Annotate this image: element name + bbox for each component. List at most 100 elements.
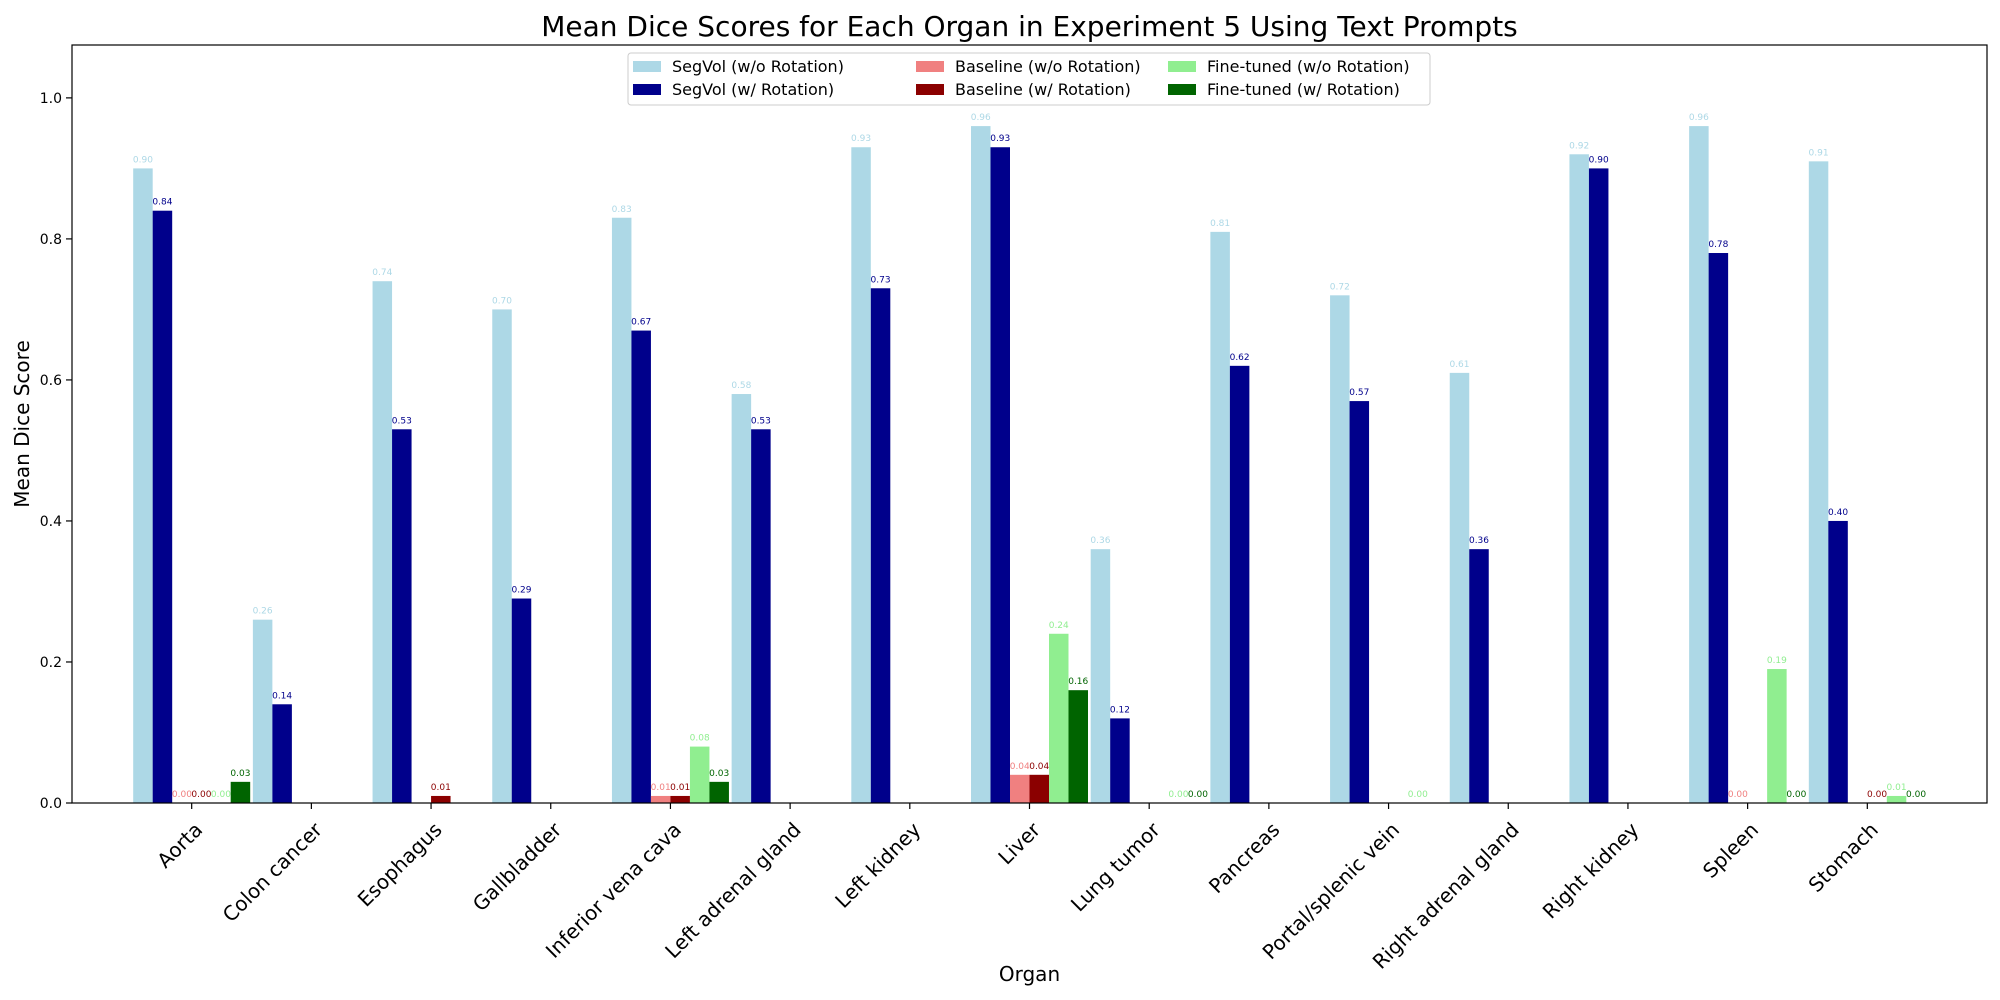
data-label-inferior-vena-cava-series-2: 0.67 bbox=[631, 318, 651, 328]
legend-swatch bbox=[1168, 61, 1196, 72]
bar-left-kidney-series-2 bbox=[870, 288, 891, 803]
legend-swatch bbox=[1168, 84, 1196, 95]
bar-liver-series-6 bbox=[1068, 690, 1088, 803]
legend-entry-label: Fine-tuned (w/o Rotation) bbox=[1207, 57, 1410, 76]
x-tick-label: Aorta bbox=[152, 818, 207, 873]
data-label-liver-series-4: 0.04 bbox=[1029, 762, 1049, 772]
data-label-colon-cancer-series-1: 0.26 bbox=[253, 607, 273, 617]
legend-swatch bbox=[916, 84, 944, 95]
bar-inferior-vena-cava-series-3 bbox=[650, 795, 671, 803]
data-label-aorta-series-5: 0.00 bbox=[211, 790, 231, 800]
legend: SegVol (w/o Rotation) SegVol (w/ Rotation… bbox=[627, 52, 1431, 106]
bar-pancreas-series-2 bbox=[1229, 365, 1250, 803]
data-label-right-kidney-series-1: 0.92 bbox=[1569, 141, 1589, 151]
bar-right-adrenal-gland-series-1 bbox=[1449, 372, 1470, 803]
bar-esophagus-series-2 bbox=[392, 429, 412, 803]
bar-liver-series-5 bbox=[1049, 633, 1069, 803]
data-label-liver-series-6: 0.16 bbox=[1068, 677, 1088, 687]
y-tick-label: 0.0 bbox=[40, 796, 62, 812]
data-label-aorta-series-6: 0.03 bbox=[230, 769, 250, 779]
bar-inferior-vena-cava-series-1 bbox=[611, 217, 632, 803]
y-tick-label: 0.4 bbox=[40, 514, 62, 530]
data-labels-group: 0.90 0.26 0.74 0.70 0.83 0.58 0.93 0.96 0.36 0.81… bbox=[133, 113, 1926, 800]
data-label-liver-series-3: 0.04 bbox=[1010, 762, 1030, 772]
bar-spleen-series-5 bbox=[1767, 669, 1787, 803]
bar-portal-splenic-vein-series-1 bbox=[1330, 295, 1350, 803]
y-tick-label: 1.0 bbox=[40, 91, 62, 107]
bar-stomach-series-5 bbox=[1886, 795, 1907, 803]
bar-right-kidney-series-2 bbox=[1588, 168, 1609, 803]
bar-stomach-series-2 bbox=[1828, 520, 1848, 803]
data-label-portal-splenic-vein-series-5: 0.00 bbox=[1408, 790, 1428, 800]
chart-title: Mean Dice Scores for Each Organ in Exper… bbox=[541, 10, 1518, 43]
bar-inferior-vena-cava-series-4 bbox=[670, 795, 690, 803]
x-tick-label: Colon cancer bbox=[218, 817, 328, 927]
data-label-portal-splenic-vein-series-2: 0.57 bbox=[1349, 388, 1369, 398]
legend-entry-label: SegVol (w/o Rotation) bbox=[672, 57, 844, 76]
data-label-liver-series-1: 0.96 bbox=[971, 113, 991, 123]
data-label-spleen-series-5: 0.19 bbox=[1767, 656, 1787, 666]
bars-group bbox=[133, 126, 1907, 804]
x-tick-label: Gallbladder bbox=[468, 817, 567, 916]
bar-colon-cancer-series-1 bbox=[252, 619, 273, 803]
legend-entry-label: SegVol (w/ Rotation) bbox=[672, 80, 834, 99]
bar-inferior-vena-cava-series-6 bbox=[709, 781, 729, 803]
bar-liver-series-2 bbox=[990, 147, 1010, 804]
data-label-aorta-series-4: 0.00 bbox=[191, 790, 211, 800]
data-label-left-adrenal-gland-series-1: 0.58 bbox=[731, 381, 751, 391]
data-label-gallbladder-series-2: 0.29 bbox=[511, 586, 531, 596]
x-tick-label: Pancreas bbox=[1204, 818, 1285, 899]
data-label-left-kidney-series-2: 0.73 bbox=[871, 275, 891, 285]
data-label-esophagus-series-2: 0.53 bbox=[392, 416, 412, 426]
data-label-colon-cancer-series-2: 0.14 bbox=[272, 691, 292, 701]
data-label-gallbladder-series-1: 0.70 bbox=[492, 296, 512, 306]
data-label-spleen-series-6: 0.00 bbox=[1786, 790, 1806, 800]
data-label-right-adrenal-gland-series-2: 0.36 bbox=[1469, 536, 1489, 546]
bar-left-adrenal-gland-series-2 bbox=[751, 429, 771, 803]
data-label-lung-tumor-series-6: 0.00 bbox=[1188, 790, 1208, 800]
data-label-inferior-vena-cava-series-4: 0.01 bbox=[670, 783, 690, 793]
data-label-lung-tumor-series-2: 0.12 bbox=[1110, 705, 1130, 715]
bar-lung-tumor-series-1 bbox=[1090, 549, 1111, 803]
data-label-pancreas-series-1: 0.81 bbox=[1210, 219, 1230, 229]
bar-inferior-vena-cava-series-5 bbox=[689, 746, 710, 803]
legend-swatch bbox=[916, 61, 944, 72]
x-tick-label: Spleen bbox=[1698, 818, 1763, 883]
data-label-inferior-vena-cava-series-3: 0.01 bbox=[651, 783, 671, 793]
data-label-spleen-series-3: 0.00 bbox=[1728, 790, 1748, 800]
data-label-pancreas-series-2: 0.62 bbox=[1230, 353, 1250, 363]
y-tick-label: 0.6 bbox=[40, 373, 62, 389]
legend-box bbox=[627, 52, 1431, 106]
bar-aorta-series-1 bbox=[133, 168, 153, 803]
data-label-spleen-series-1: 0.96 bbox=[1689, 113, 1709, 123]
data-label-esophagus-series-1: 0.74 bbox=[372, 268, 392, 278]
data-label-lung-tumor-series-5: 0.00 bbox=[1168, 790, 1188, 800]
bar-gallbladder-series-2 bbox=[511, 598, 532, 803]
y-axis-title: Mean Dice Score bbox=[10, 340, 34, 507]
data-label-stomach-series-1: 0.91 bbox=[1809, 148, 1829, 158]
bar-aorta-series-6 bbox=[230, 781, 251, 803]
bar-liver-series-1 bbox=[971, 126, 991, 804]
y-tick-label: 0.8 bbox=[40, 232, 62, 248]
data-label-portal-splenic-vein-series-1: 0.72 bbox=[1330, 282, 1350, 292]
data-label-esophagus-series-4: 0.01 bbox=[431, 783, 451, 793]
bar-right-adrenal-gland-series-2 bbox=[1469, 549, 1489, 803]
data-label-right-adrenal-gland-series-1: 0.61 bbox=[1449, 360, 1469, 370]
data-label-inferior-vena-cava-series-5: 0.08 bbox=[690, 734, 710, 744]
bar-pancreas-series-1 bbox=[1210, 231, 1230, 804]
bar-portal-splenic-vein-series-2 bbox=[1349, 401, 1370, 803]
bar-aorta-series-2 bbox=[152, 210, 173, 803]
x-tick-label: Stomach bbox=[1804, 818, 1883, 897]
data-label-spleen-series-2: 0.78 bbox=[1708, 240, 1728, 250]
data-label-lung-tumor-series-1: 0.36 bbox=[1090, 536, 1110, 546]
bar-right-kidney-series-1 bbox=[1569, 154, 1589, 804]
data-label-aorta-series-3: 0.00 bbox=[172, 790, 192, 800]
data-label-stomach-series-2: 0.40 bbox=[1828, 508, 1848, 518]
bar-esophagus-series-4 bbox=[431, 795, 451, 803]
data-label-right-kidney-series-2: 0.90 bbox=[1589, 155, 1609, 165]
bar-liver-series-4 bbox=[1029, 774, 1049, 803]
bar-stomach-series-1 bbox=[1808, 161, 1829, 804]
data-label-stomach-series-6: 0.00 bbox=[1906, 790, 1926, 800]
x-tick-label: Left adrenal gland bbox=[660, 818, 805, 963]
